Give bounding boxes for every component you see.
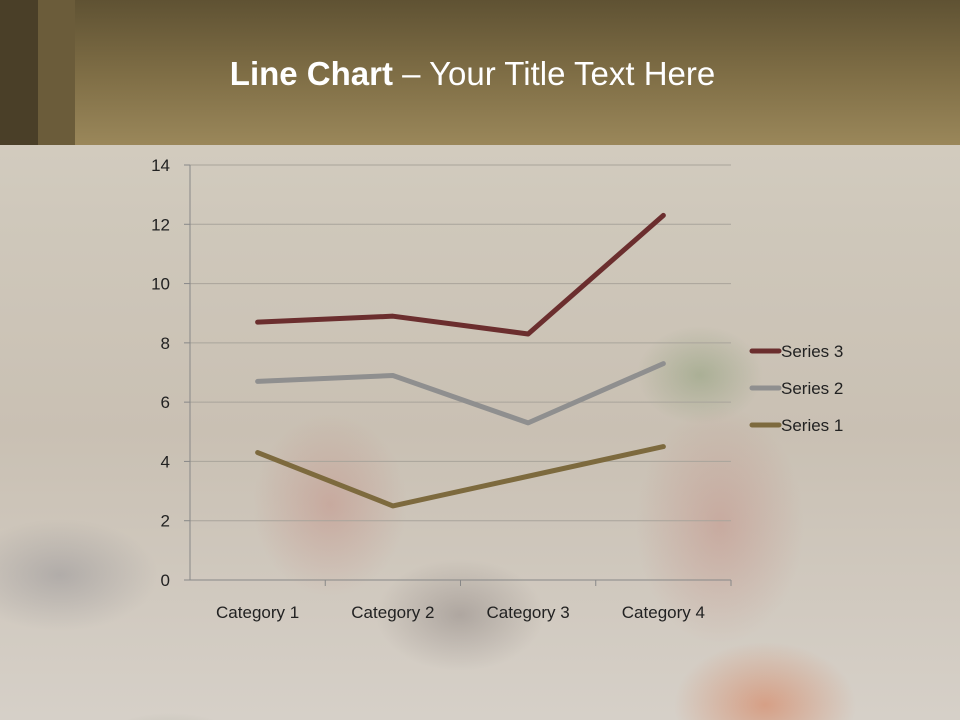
- series-line-2: [255, 361, 666, 426]
- y-tick-label: 12: [151, 215, 170, 234]
- legend-label: Series 2: [781, 379, 843, 398]
- series-line-1: [255, 444, 666, 509]
- y-tick-label: 10: [151, 275, 170, 294]
- background-photo: [0, 145, 960, 720]
- x-tick-label: Category 4: [622, 603, 705, 622]
- x-tick-label: Category 2: [351, 603, 434, 622]
- y-tick-label: 0: [161, 571, 170, 590]
- title-bar: Line Chart – Your Title Text Here: [0, 0, 960, 145]
- y-tick-label: 6: [161, 393, 170, 412]
- y-tick-label: 8: [161, 334, 170, 353]
- decor-square: [38, 0, 75, 145]
- y-tick-label: 14: [151, 156, 170, 175]
- slide-title: Line Chart – Your Title Text Here: [0, 55, 945, 93]
- x-tick-label: Category 3: [487, 603, 570, 622]
- legend-label: Series 3: [781, 342, 843, 361]
- y-tick-label: 4: [161, 452, 170, 471]
- legend-label: Series 1: [781, 416, 843, 435]
- y-tick-label: 2: [161, 512, 170, 531]
- decor-square: [0, 0, 38, 145]
- series-line-3: [255, 212, 666, 337]
- x-tick-label: Category 1: [216, 603, 299, 622]
- title-bold: Line Chart: [229, 55, 393, 92]
- title-rest: – Your Title Text Here: [392, 55, 716, 92]
